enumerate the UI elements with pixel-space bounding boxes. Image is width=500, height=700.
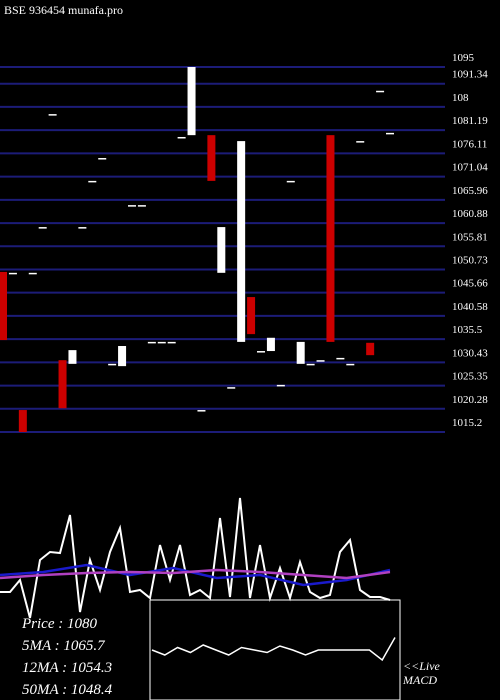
candle-body (38, 227, 47, 229)
candle-body (28, 272, 37, 275)
y-tick-label: 1091.34 (452, 69, 488, 81)
y-tick-label: 1035.5 (452, 324, 483, 336)
candle-body (157, 341, 166, 344)
indicator-line (0, 563, 391, 587)
candle-body (187, 67, 196, 136)
candle-body (58, 360, 67, 409)
candle-body (0, 271, 7, 341)
candle-body (108, 363, 117, 366)
candle-body (18, 410, 27, 432)
candle-body (167, 341, 176, 344)
macd-line (151, 637, 396, 662)
y-tick-label: 1060.88 (452, 208, 488, 220)
candle-body (296, 341, 305, 364)
y-tick-label: 1050.73 (452, 254, 488, 266)
candle-body (147, 341, 156, 344)
candle-body (257, 351, 265, 353)
indicator-line (0, 568, 391, 580)
candle-body (128, 205, 136, 207)
candle-body (8, 272, 17, 275)
info-12ma: 12MA : 1054.3 (22, 660, 112, 676)
candle-body (366, 342, 375, 356)
y-tick-label: 1055.81 (452, 231, 488, 243)
candle-body (376, 90, 385, 93)
candle-body (137, 205, 146, 207)
y-tick-label: 1076.11 (452, 138, 487, 150)
candle-body (88, 180, 97, 183)
candle-body (207, 135, 216, 181)
candle-body (266, 337, 275, 352)
candle-body (197, 410, 206, 412)
indicator-line (0, 497, 391, 619)
y-tick-label: 1040.58 (452, 301, 488, 313)
macd-panel (149, 599, 401, 700)
candle-body (326, 135, 335, 342)
candle-body (316, 360, 325, 362)
y-tick-label: 1030.43 (452, 347, 488, 359)
candle-body (276, 384, 285, 387)
candle-body (336, 357, 345, 360)
candle-body (78, 227, 87, 229)
y-tick-label: 1095 (452, 52, 475, 64)
candle-body (346, 363, 355, 366)
y-tick-label: 1081.19 (452, 115, 488, 127)
y-tick-label: 1045.66 (452, 278, 488, 290)
candle-body (98, 158, 107, 160)
candle-body (48, 114, 57, 116)
macd-label: MACD (402, 673, 437, 687)
candle-body (177, 136, 186, 139)
y-tick-label: 1020.28 (452, 394, 488, 406)
info-5ma: 5MA : 1065.7 (22, 638, 106, 654)
candle-body (217, 227, 226, 273)
y-tick-label: 108 (452, 92, 469, 104)
y-tick-label: 1071.04 (452, 162, 488, 174)
candle-body (227, 387, 236, 389)
chart-title: BSE 936454 munafa.pro (4, 3, 123, 17)
y-tick-label: 1015.2 (452, 417, 482, 429)
y-tick-label: 1025.35 (452, 371, 488, 383)
info-price: Price : 1080 (21, 616, 97, 632)
candle-body (68, 350, 77, 364)
candle-body (386, 132, 394, 135)
info-50ma: 50MA : 1048.4 (22, 682, 113, 698)
candle-body (286, 180, 295, 183)
candle-body (247, 297, 256, 335)
candle-body (237, 141, 246, 342)
candle-body (118, 346, 127, 367)
y-tick-label: 1065.96 (452, 185, 488, 197)
candle-body (306, 363, 315, 366)
candle-body (356, 141, 365, 143)
macd-live: <<Live (403, 659, 441, 673)
